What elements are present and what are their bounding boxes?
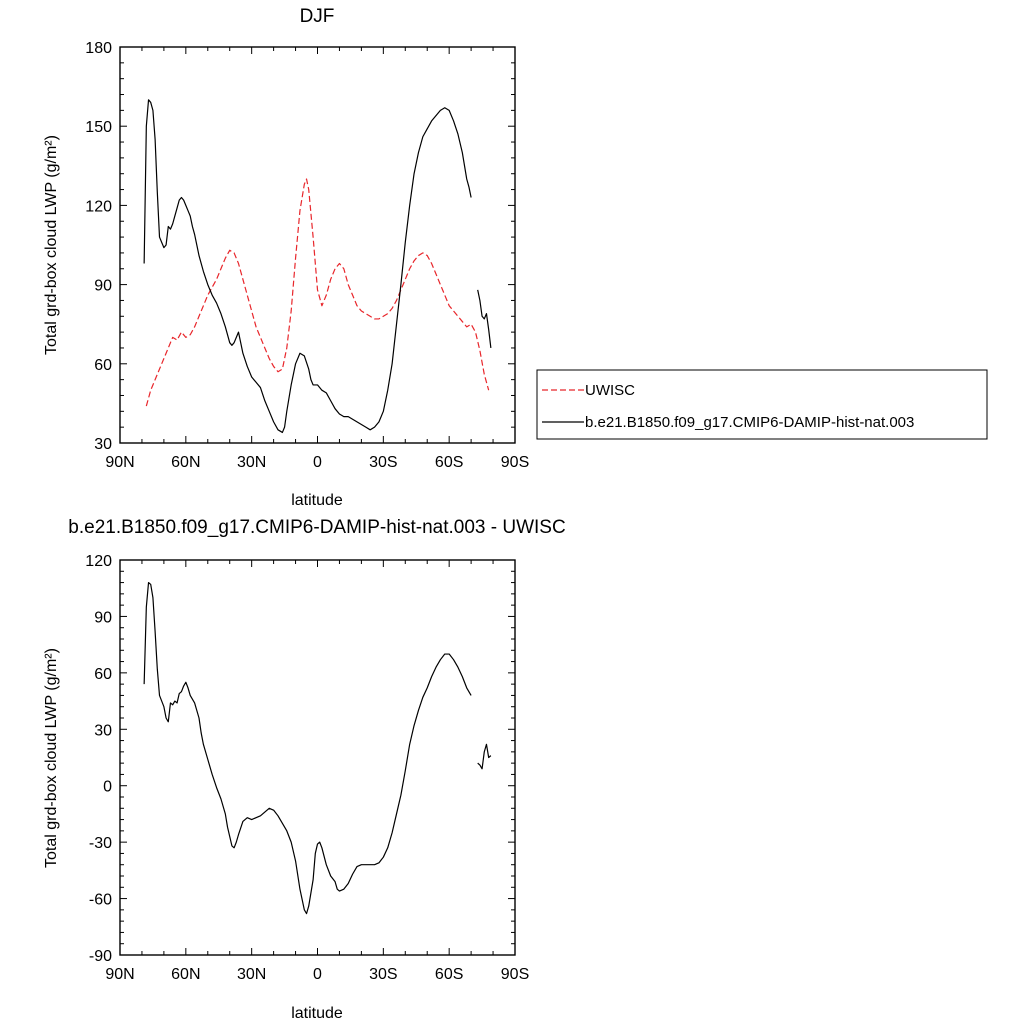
y-tick-label-bottom: -60	[89, 892, 112, 909]
y-tick-label-top: 30	[94, 436, 112, 453]
y-tick-label-bottom: 60	[94, 666, 112, 683]
series-line-bottom-0-0	[143, 581, 472, 915]
x-tick-label-top: 90N	[105, 454, 134, 471]
y-tick-label-top: 60	[94, 357, 112, 374]
series-line-top-0-0	[145, 178, 490, 407]
y-tick-label-top: 90	[94, 278, 112, 295]
x-tick-label-top: 60N	[171, 454, 200, 471]
x-tick-label-bottom: 30N	[237, 966, 266, 983]
y-axis-label-bottom: Total grd-box cloud LWP (g/m²)	[43, 648, 60, 868]
plot-frame-top	[119, 46, 516, 444]
legend: UWISC b.e21.B1850.f09_g17.CMIP6-DAMIP-hi…	[536, 369, 988, 440]
y-tick-label-bottom: 30	[94, 722, 112, 739]
x-axis-label-top: latitude	[291, 492, 343, 509]
chart-title-bottom: b.e21.B1850.f09_g17.CMIP6-DAMIP-hist-nat…	[68, 517, 565, 538]
chart-title-top: DJF	[300, 6, 335, 27]
legend-label-uwisc: UWISC	[585, 382, 635, 399]
plot-frame-bottom	[119, 559, 516, 956]
x-tick-label-top: 60S	[435, 454, 463, 471]
series-line-top-1-0	[143, 99, 472, 434]
x-tick-label-top: 0	[313, 454, 322, 471]
x-tick-label-bottom: 30S	[369, 966, 397, 983]
y-axis-label-top: Total grd-box cloud LWP (g/m²)	[43, 135, 60, 355]
y-tick-label-bottom: -90	[89, 948, 112, 965]
y-tick-label-bottom: 120	[85, 553, 112, 570]
ticks-bottom	[119, 559, 516, 956]
y-tick-label-top: 150	[85, 119, 112, 136]
tick-labels-bottom: 90N 60N 30N 0 30S 60S 90S -90 -60 -30 0 30 60 90 120	[85, 553, 529, 983]
x-tick-label-bottom: 90S	[501, 966, 529, 983]
x-tick-label-top: 30N	[237, 454, 266, 471]
y-tick-label-top: 180	[85, 40, 112, 57]
series-line-bottom-0-1	[477, 743, 492, 770]
y-tick-label-top: 120	[85, 198, 112, 215]
series-top	[143, 99, 492, 434]
top-panel: DJF 90N 60N 30N 0 30S 60S 90S 30 60 90 120 150 180 l…	[43, 6, 529, 509]
series-line-top-1-1	[477, 289, 492, 349]
x-tick-label-bottom: 0	[313, 966, 322, 983]
x-tick-label-bottom: 90N	[105, 966, 134, 983]
y-tick-label-bottom: -30	[89, 835, 112, 852]
x-axis-label-bottom: latitude	[291, 1005, 343, 1022]
x-tick-label-bottom: 60S	[435, 966, 463, 983]
y-tick-label-bottom: 90	[94, 609, 112, 626]
x-tick-label-bottom: 60N	[171, 966, 200, 983]
ticks-top	[119, 46, 516, 444]
legend-box	[536, 369, 988, 440]
legend-label-model: b.e21.B1850.f09_g17.CMIP6-DAMIP-hist-nat…	[585, 414, 914, 431]
series-bottom	[143, 581, 492, 915]
y-tick-label-bottom: 0	[103, 779, 112, 796]
bottom-panel: b.e21.B1850.f09_g17.CMIP6-DAMIP-hist-nat…	[43, 517, 566, 1022]
x-tick-label-top: 90S	[501, 454, 529, 471]
tick-labels-top: 90N 60N 30N 0 30S 60S 90S 30 60 90 120 150 180	[85, 40, 529, 471]
x-tick-label-top: 30S	[369, 454, 397, 471]
